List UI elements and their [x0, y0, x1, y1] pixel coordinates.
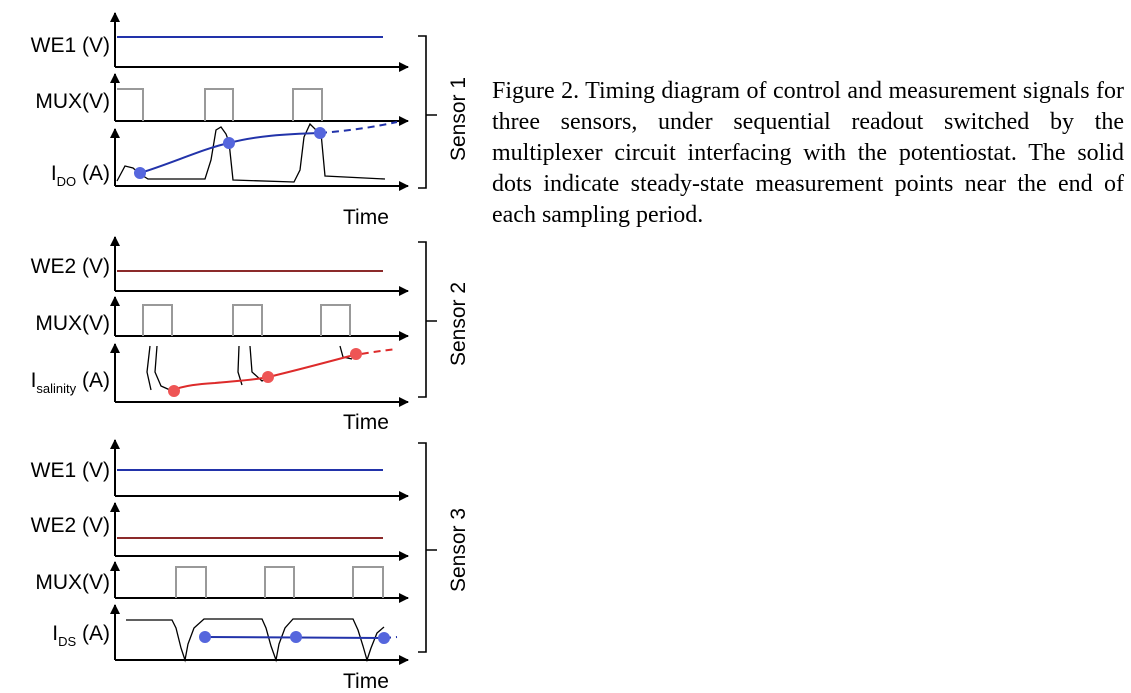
measurement-dot: [134, 167, 146, 179]
mux-label: MUX(V): [35, 312, 110, 335]
measurement-dot: [290, 631, 302, 643]
sensor2-bracket: [418, 241, 437, 398]
measurement-dot: [378, 632, 390, 644]
measurement-dot: [199, 631, 211, 643]
ids-label: IDS (A): [52, 622, 110, 649]
ido-label: IDO (A): [51, 162, 110, 189]
measurement-dot: [223, 137, 235, 149]
sensor3-panel: WE1 (V) WE2 (V) MUX(V) IDS (A) Time Sens…: [31, 439, 470, 693]
sensor3-title: Sensor 3: [447, 508, 470, 592]
sensor2-title: Sensor 2: [447, 282, 470, 366]
isal-steady-fit: [169, 355, 351, 392]
ido-extrapolation: [319, 121, 398, 134]
figure-caption: Figure 2. Timing diagram of control and …: [492, 78, 1124, 228]
sensor1-title: Sensor 1: [447, 77, 470, 161]
time-label: Time: [343, 206, 389, 229]
measurement-dot: [262, 371, 274, 383]
we2-label: WE2 (V): [31, 514, 110, 537]
isal-raw-trace: [146, 345, 353, 391]
measurement-dot: [314, 127, 326, 139]
isal-label: Isalinity (A): [31, 369, 110, 396]
mux-signal: [142, 304, 351, 336]
sensor2-panel: WE2 (V) MUX(V) Isalinity (A) Time Sensor…: [31, 236, 470, 434]
mux-signal: [175, 566, 384, 598]
mux-label: MUX(V): [35, 90, 110, 113]
mux-label: MUX(V): [35, 571, 110, 594]
ido-raw-trace: [116, 122, 386, 183]
sensor1-bracket: [418, 35, 437, 189]
measurement-dot: [350, 348, 362, 360]
we1-label: WE1 (V): [31, 459, 110, 482]
mux-signal: [117, 88, 323, 121]
we1-label: WE1 (V): [31, 34, 110, 57]
time-label: Time: [343, 411, 389, 434]
measurement-dot: [168, 385, 180, 397]
sensor1-panel: WE1 (V) MUX(V) IDO (A) Time Sensor 1: [31, 12, 470, 229]
we2-label: WE2 (V): [31, 255, 110, 278]
sensor3-bracket: [418, 442, 437, 653]
time-label: Time: [343, 670, 389, 693]
ids-raw-trace: [126, 618, 385, 663]
